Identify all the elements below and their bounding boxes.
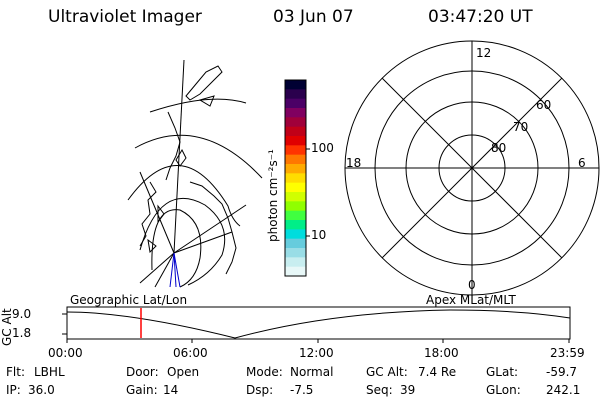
colorbar-band [285,89,306,100]
mlt-label-0: 0 [468,278,476,292]
x-tick-0600: 06:00 [173,346,208,360]
colorbar-band [285,248,306,258]
colorbar [284,79,310,277]
mode-value: Normal [290,365,334,379]
colorbar-band [285,201,306,212]
geographic-map [127,59,263,288]
flt-key: Flt: [6,365,25,379]
colorbar-band [285,229,306,240]
seq-value: 39 [400,383,416,397]
colorbar-band [285,126,306,137]
timeline-ytick-1_8: 1.8 [12,326,32,340]
glon-value: 242.1 [546,383,581,397]
lat-label-80: 80 [491,141,507,155]
colorbar-band [285,238,306,249]
colorbar-band [285,220,306,230]
mlt-label-18: 18 [346,156,362,170]
geographic-label: Geographic Lat/Lon [70,293,188,307]
flt-value: LBHL [34,365,65,379]
door-key: Door: [126,365,159,379]
x-tick-1800: 18:00 [424,346,459,360]
colorbar-frame [284,79,307,277]
date-label: 03 Jun 07 [273,7,354,27]
colorbar-band [285,192,306,202]
colorbar-band [285,154,306,165]
colorbar-tick-100: 100 [311,141,334,155]
dsp-value: -7.5 [290,383,314,397]
colorbar-band [285,145,306,156]
colorbar-band [285,80,306,90]
timeline-panel [62,306,571,343]
mlt-label-12: 12 [476,46,492,60]
colorbar-unit-label: photon cm⁻²s⁻¹ [266,149,280,242]
glon-key: GLon: [486,383,521,397]
lat-label-60: 60 [536,98,552,112]
colorbar-band [285,257,306,268]
colorbar-band [285,117,306,128]
glat-value: -59.7 [546,365,578,379]
colorbar-band [285,98,306,109]
gcalt-key: GC Alt: [366,365,408,379]
seq-key: Seq: [366,383,393,397]
colorbar-band [285,164,306,174]
timeline-frame [66,306,571,340]
altitude-curve [66,309,571,339]
x-tick-2359: 23:59 [550,346,585,360]
glat-key: GLat: [486,365,519,379]
colorbar-band [285,182,306,193]
x-tick-0000: 00:00 [48,346,83,360]
colorbar-band [285,108,306,118]
ip-key: IP: [6,383,21,397]
colorbar-band [285,136,306,146]
mlt-label-6: 6 [578,156,586,170]
instrument-title: Ultraviolet Imager [48,7,202,27]
apex-label: Apex MLat/MLT [426,293,516,307]
mode-key: Mode: [246,365,283,379]
colorbar-band [285,210,306,221]
colorbar-band [285,266,306,277]
polar-plot [344,40,600,296]
door-value: Open [167,365,200,379]
time-label: 03:47:20 UT [428,7,533,27]
x-tick-1200: 12:00 [299,346,334,360]
polar-diagonal-2 [381,77,563,259]
timeline-ytick-9: 9.0 [12,307,32,321]
timeline-yaxis-label: GC Alt [0,308,14,346]
dsp-key: Dsp: [246,383,274,397]
gcalt-value: 7.4 Re [418,365,457,379]
view-direction-lines [169,252,181,288]
colorbar-band [285,173,306,184]
lat-label-70: 70 [513,120,529,134]
gain-value: 14 [163,383,179,397]
colorbar-tick-10: 10 [311,228,327,242]
ip-value: 36.0 [28,383,55,397]
gain-key: Gain: [126,383,158,397]
